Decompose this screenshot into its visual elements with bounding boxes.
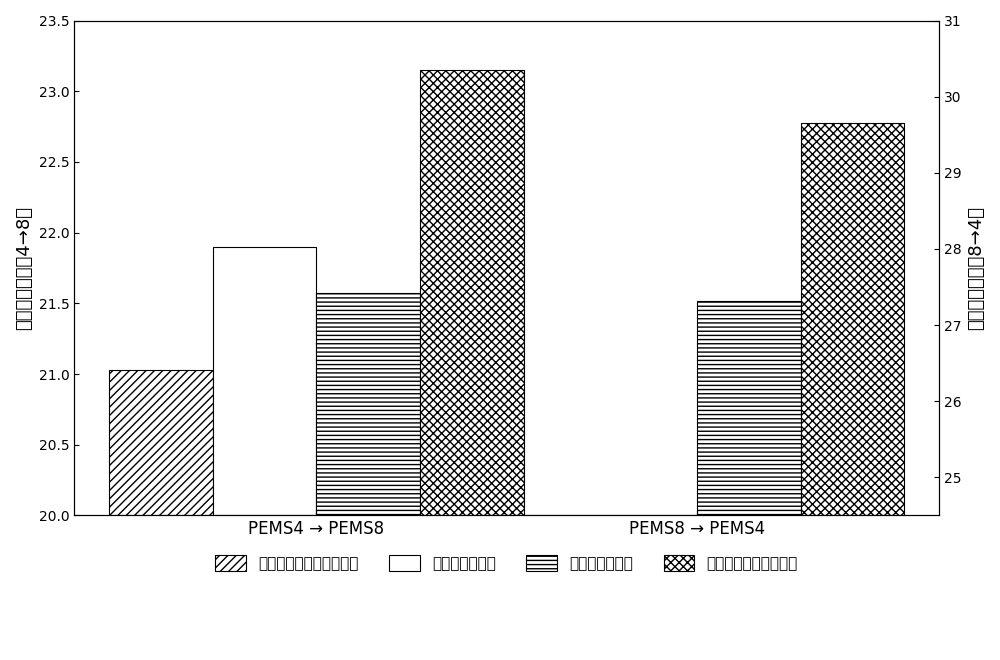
Y-axis label: 平均绝对误差（4→8）: 平均绝对误差（4→8） (15, 206, 33, 330)
Bar (213, 247, 316, 515)
Bar (420, 70, 524, 515)
Bar (109, 370, 213, 515)
Legend: 同时迁移空间和时间模式, 只迁移时间模式, 只迁移空间模式, 不迁移空间和时间模式: 同时迁移空间和时间模式, 只迁移时间模式, 只迁移空间模式, 不迁移空间和时间模… (209, 549, 804, 577)
Bar (801, 123, 904, 515)
Bar (593, 515, 697, 660)
Bar (316, 294, 420, 515)
Y-axis label: 平均绝对误差（8→4）: 平均绝对误差（8→4） (967, 206, 985, 330)
Bar (489, 515, 593, 660)
Bar (697, 301, 801, 515)
